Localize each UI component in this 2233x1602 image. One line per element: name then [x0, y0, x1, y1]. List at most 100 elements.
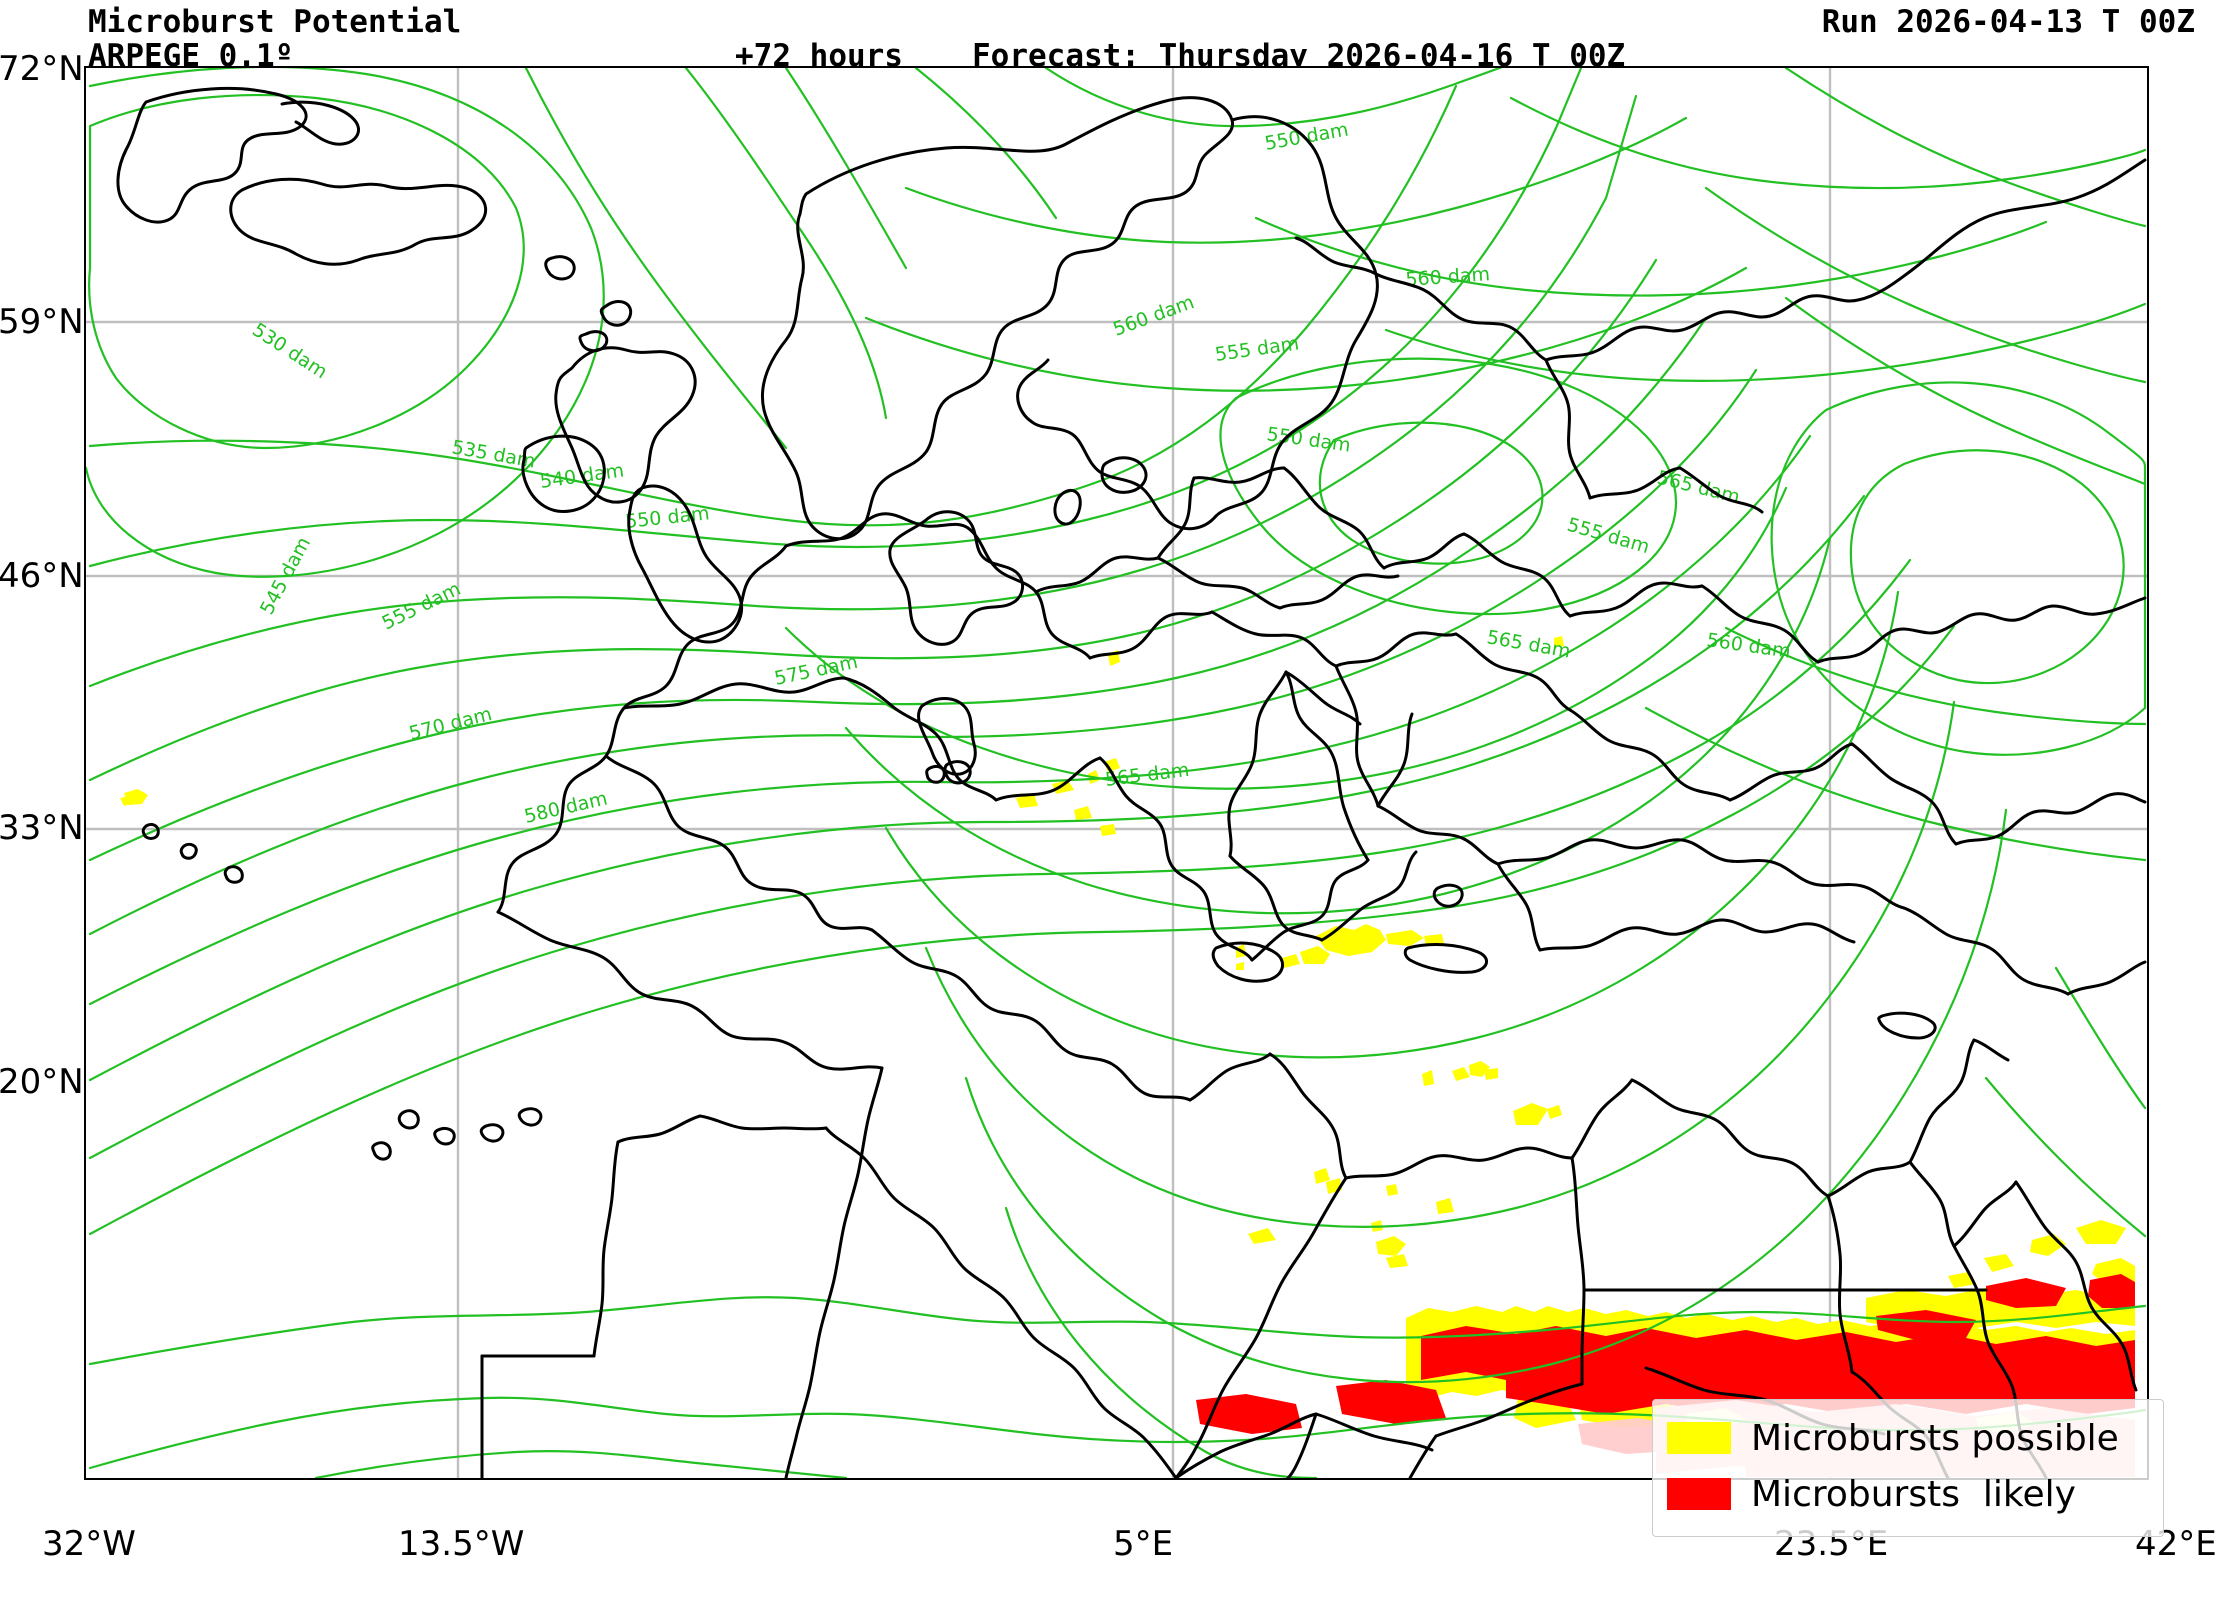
coast-gulf-finland	[1030, 420, 1218, 531]
contour-530	[88, 93, 525, 450]
coast-iberia-south	[604, 754, 874, 932]
contour-565-med	[784, 486, 1788, 790]
contour-565-atlantic	[88, 434, 1812, 1006]
coast-cyprus	[1877, 1011, 1937, 1040]
contour-580	[88, 624, 1956, 1236]
legend-swatch-possible	[1667, 1422, 1731, 1454]
run-label: Run 2026-04-13 T 00Z	[1821, 4, 2195, 40]
coast-tunisia-north	[1188, 1052, 1272, 1102]
contour-label-560-13: 560 dam	[1110, 291, 1197, 341]
coast-canary-5	[371, 1141, 392, 1161]
legend-box[interactable]: Microbursts possible Microbursts likely	[1652, 1399, 2164, 1537]
contour-560-north	[864, 266, 1748, 392]
contour-med6	[1004, 1206, 1318, 1478]
contour-label-555-18: 555 dam	[1565, 514, 1652, 558]
border-chad-sudan	[1580, 1288, 1586, 1386]
contour-e3	[1784, 296, 2147, 486]
contour-label-570-6: 570 dam	[407, 703, 494, 745]
border-chad-south	[1434, 1382, 1584, 1438]
coast-azores-1	[179, 842, 198, 860]
border-egypt-nile	[1826, 1194, 1854, 1374]
coast-crimea	[1728, 742, 1854, 802]
y-tick-label-2: 46°N	[0, 556, 84, 596]
contour-555-low	[1219, 357, 1677, 616]
coast-egypt-north	[1630, 1078, 1830, 1198]
coast-algeria-tunisia	[870, 928, 1192, 1102]
contour-n2	[784, 68, 908, 270]
legend-row-possible: Microbursts possible	[1667, 1410, 2149, 1466]
contour-e4	[1644, 706, 2147, 862]
coast-france-atlantic	[496, 544, 788, 914]
coast-sicily	[1211, 941, 1284, 983]
border-w-sahara-south	[592, 1140, 620, 1358]
coast-gulf-lion	[994, 756, 1102, 802]
contour-med2	[844, 536, 1832, 915]
coast-sinai-west	[1908, 1160, 1956, 1248]
contour-555-north	[904, 116, 1688, 244]
y-tick-label-1: 59°N	[0, 302, 84, 342]
contour-550-low	[1318, 421, 1544, 565]
border-germany-south	[1034, 555, 1160, 594]
x-tick-label-0: 32°W	[42, 1524, 136, 1564]
contour-label-555-14: 555 dam	[1214, 332, 1301, 366]
border-alps	[1088, 610, 1214, 660]
coast-gotland	[1100, 456, 1148, 494]
border-romania-north	[1334, 631, 1458, 668]
coast-greece-west	[1228, 854, 1324, 942]
coastlines	[116, 87, 2147, 1478]
border-slovakia	[1278, 573, 1400, 610]
coast-caucasus-west	[1850, 742, 1958, 846]
coast-netherlands	[784, 512, 970, 548]
contour-565-east	[1770, 381, 2147, 756]
legend-swatch-likely	[1667, 1478, 1731, 1510]
border-russia-ukraine	[1568, 581, 1704, 618]
map-plot-area[interactable]: 530 dam 535 dam 540 dam 550 dam 545 dam 555 d…	[84, 66, 2149, 1480]
coast-italy-east	[1284, 670, 1370, 862]
border-mauritania-north	[698, 1114, 828, 1131]
contour-n6	[1384, 302, 2147, 382]
contour-re1	[2054, 966, 2147, 1110]
border-nigeria-chad	[1314, 1412, 1434, 1452]
coast-levant-north	[1972, 1038, 2010, 1062]
border-caspian	[2066, 960, 2147, 996]
coast-norway-sweden	[761, 96, 1235, 541]
border-moldova	[1454, 632, 1572, 712]
border-car	[1408, 1434, 1438, 1478]
contour-n1	[684, 68, 888, 420]
border-niger-south	[1174, 1412, 1318, 1478]
coast-cyrenaica	[1570, 1078, 1634, 1160]
border-ru-1	[1700, 584, 1820, 664]
contour-550-north	[1044, 68, 1503, 128]
border-serbia	[1334, 664, 1380, 808]
contour-575	[88, 558, 1912, 1160]
border-libya-egypt	[1570, 1156, 1586, 1292]
coast-italy-south	[1250, 858, 1370, 962]
coast-white-sea	[1374, 272, 1548, 362]
border-caucasus	[1954, 792, 2147, 846]
coast-scotland	[554, 346, 697, 504]
coast-england	[627, 484, 743, 644]
contour-e1	[1784, 68, 2147, 228]
coast-morocco-atlantic	[496, 910, 884, 1071]
contour-n5	[1509, 96, 2147, 190]
coast-turkey-south	[1496, 838, 1906, 910]
coast-ireland	[521, 434, 606, 513]
border-ru-4	[1588, 466, 1682, 500]
contour-med3	[884, 590, 1900, 1059]
coast-spain-med	[842, 676, 998, 802]
coast-croatia	[1284, 670, 1362, 726]
coast-faroe	[544, 255, 576, 281]
border-bulgaria-south	[1376, 804, 1500, 866]
border-czech	[1156, 556, 1282, 610]
x-tick-label-1: 13.5°W	[398, 1524, 525, 1564]
border-austria-hungary	[1210, 610, 1338, 668]
height-contours	[86, 68, 2147, 1478]
y-tick-label-3: 33°N	[0, 808, 84, 848]
border-ru-5	[1678, 466, 1764, 514]
coast-italy-west	[1098, 756, 1254, 962]
contour-560-east	[1724, 626, 2147, 726]
coast-kola	[1294, 236, 1378, 276]
coast-turkey-mediterranean	[1538, 918, 1856, 952]
coast-aegean-island	[1432, 883, 1464, 908]
